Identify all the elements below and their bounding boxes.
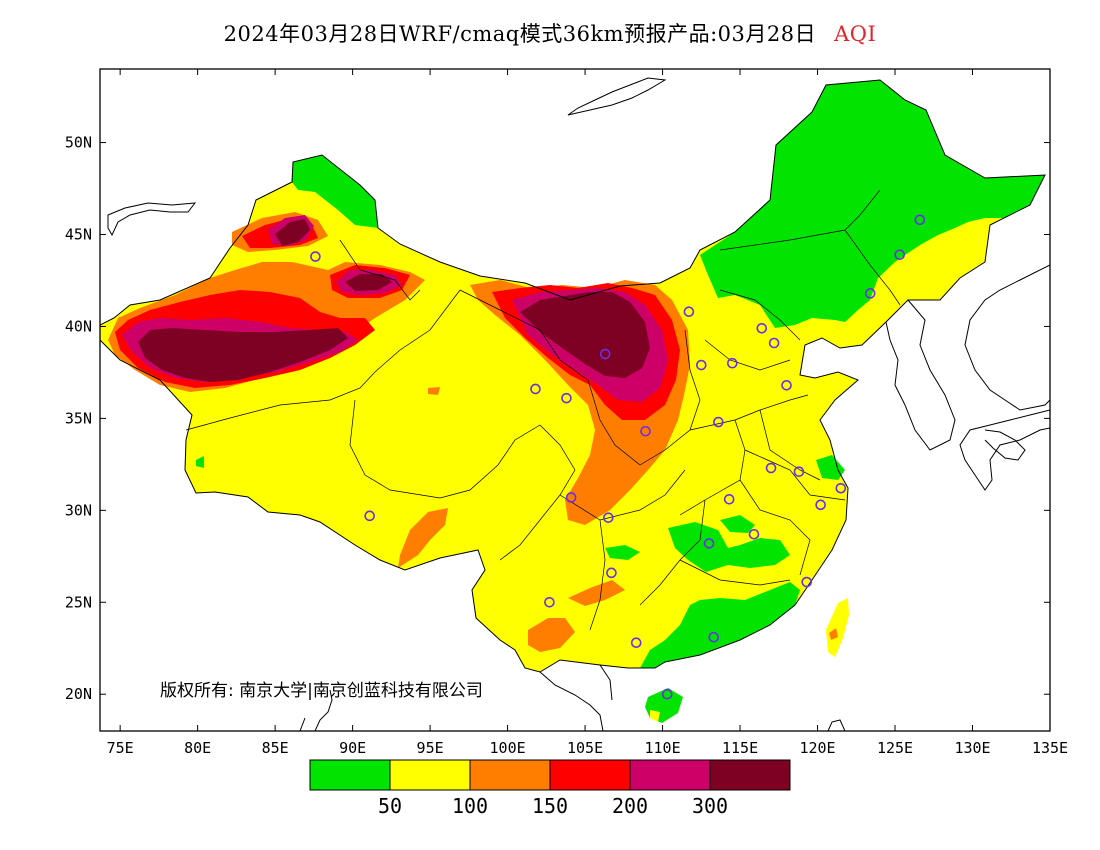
taiwan-island	[826, 598, 849, 657]
station-marker	[793, 466, 805, 478]
lat-tick-label: 20N	[65, 685, 92, 703]
lon-tick-label: 110E	[644, 739, 680, 757]
colorbar-swatch	[709, 759, 791, 791]
station-marker	[530, 383, 541, 395]
station-marker	[630, 637, 642, 649]
map-variable-label: AQI	[834, 22, 877, 46]
china-border	[100, 79, 1046, 673]
station-marker	[756, 322, 768, 334]
copyright-text: 版权所有: 南京大学|南京创蓝科技有限公司	[160, 681, 483, 701]
station-marker	[864, 288, 876, 299]
maroon-ordos	[520, 292, 650, 378]
province-lines	[185, 189, 901, 631]
lon-tick-label: 90E	[339, 739, 366, 757]
lat-tick-label: 40N	[65, 317, 92, 335]
station-marker	[661, 688, 673, 700]
colorbar-swatch	[469, 759, 551, 791]
station-marker	[703, 538, 715, 549]
station-marker	[768, 337, 780, 349]
station-marker	[727, 357, 738, 369]
colorbar-label: 300	[692, 794, 728, 818]
station-marker	[713, 416, 724, 428]
station-marker	[599, 348, 611, 360]
lon-tick-label: 100E	[490, 739, 526, 757]
aqi-colorbar: 50 100 150 200 300	[309, 759, 791, 818]
colorbar-label: 150	[532, 794, 568, 818]
green-altai	[292, 155, 378, 228]
lat-tick-label: 45N	[65, 226, 92, 244]
lon-tick-label: 135E	[1032, 739, 1068, 757]
map-title: 2024年03月28日WRF/cmaq模式36km预报产品:03月28日 AQI	[0, 18, 1100, 48]
colorbar-label: 50	[378, 794, 402, 818]
japan-coast	[959, 264, 1050, 491]
luzon-coast	[827, 719, 846, 731]
kazakh-coast	[107, 202, 197, 237]
station-marker	[696, 359, 707, 371]
station-marker	[606, 567, 617, 579]
station-marker	[544, 596, 555, 608]
station-marker	[894, 249, 905, 261]
station-marker	[835, 482, 847, 494]
coastlines	[100, 77, 1050, 731]
lat-tick-label: 25N	[65, 593, 92, 611]
lon-tick-label: 95E	[417, 739, 444, 757]
station-marker	[748, 528, 760, 540]
station-marker	[815, 499, 826, 511]
lon-tick-label: 105E	[567, 739, 603, 757]
map-title-text: 2024年03月28日WRF/cmaq模式36km预报产品:03月28日	[223, 22, 817, 46]
station-marker	[723, 493, 735, 505]
map-frame	[99, 68, 1051, 732]
russia-coast	[567, 77, 667, 116]
lat-tick-label: 30N	[65, 501, 92, 519]
lon-tick-label: 80E	[184, 739, 211, 757]
korea-coast	[885, 299, 956, 451]
monitoring-stations	[310, 214, 926, 700]
colorbar-swatch	[629, 759, 711, 791]
maroon-taklamakan	[138, 328, 348, 382]
lon-tick-label: 130E	[954, 739, 990, 757]
station-marker	[310, 251, 321, 262]
station-marker	[561, 392, 572, 404]
lon-tick-label: 125E	[877, 739, 913, 757]
longitude-axis: 75E 80E 85E 90E 95E 100E 105E 110E 115E 120E 125E 1…	[107, 69, 1068, 757]
green-south	[640, 582, 800, 668]
colorbar-swatch	[309, 759, 391, 791]
colorbar-label: 200	[612, 794, 648, 818]
station-marker	[565, 492, 577, 503]
station-marker	[914, 214, 926, 226]
station-marker	[781, 379, 792, 391]
station-marker	[801, 576, 812, 588]
lon-tick-label: 115E	[722, 739, 758, 757]
station-marker	[708, 631, 720, 643]
colorbar-swatch	[389, 759, 471, 791]
lon-tick-label: 85E	[262, 739, 289, 757]
lon-tick-label: 120E	[799, 739, 835, 757]
lat-tick-label: 35N	[65, 409, 92, 427]
station-marker	[640, 425, 651, 437]
station-marker	[603, 512, 614, 523]
colorbar-swatch	[549, 759, 631, 791]
lat-tick-label: 50N	[65, 134, 92, 152]
vietnam-coast	[539, 664, 613, 731]
lon-tick-label: 75E	[107, 739, 134, 757]
latitude-axis: 20N 25N 30N 35N 40N 45N 50N	[65, 134, 1050, 703]
aqi-field	[100, 80, 1045, 723]
green-northeast	[700, 80, 1045, 328]
station-marker	[765, 462, 777, 474]
station-marker	[364, 510, 375, 522]
station-marker	[683, 306, 695, 318]
colorbar-label: 100	[452, 794, 488, 818]
